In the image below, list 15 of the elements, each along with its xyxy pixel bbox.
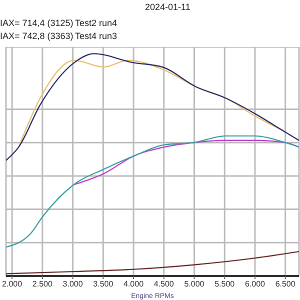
x-tick-label: 2.500: [32, 280, 53, 289]
text: 2024-01-11: [144, 2, 192, 14]
x-tick-label: 3.000: [62, 280, 84, 289]
text: IAX= 714,4 (3125): [0, 18, 74, 30]
text: Test2 run4: [75, 18, 118, 30]
x-tick-label: 6.000: [244, 280, 266, 289]
x-tick-label: 2.000: [2, 280, 23, 289]
x-tick-label: 4.500: [154, 280, 174, 289]
x-tick-label: 3.500: [93, 280, 114, 289]
x-tick-label: 6.500: [275, 280, 296, 289]
text: Test4 run3: [75, 31, 118, 43]
x-tick-label: 5.500: [214, 280, 236, 289]
x-tick-label: 5.000: [184, 280, 205, 289]
text: IAX= 742,8 (3363): [0, 31, 74, 43]
x-tick-label: 4.000: [124, 280, 144, 289]
